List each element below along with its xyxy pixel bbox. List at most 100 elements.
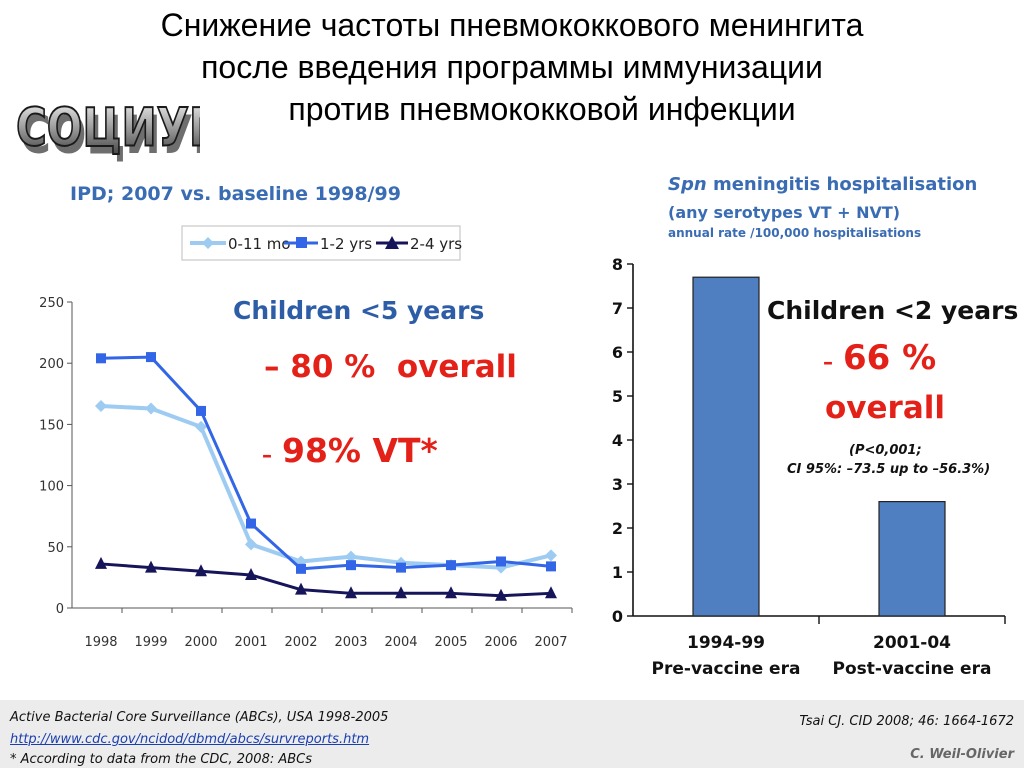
children-under-5-label: Children <5 years [233,296,484,325]
bar-x-labels: 1994-99 Pre-vaccine era 2001-04 Post-vaccin… [652,633,992,679]
legend-label-1-2yrs: 1-2 yrs [320,235,372,253]
spn-subheader-rate: annual rate /100,000 hospitalisations [668,226,922,240]
x-tick-label: 2007 [534,635,567,650]
series-0-11mo-point [245,538,257,551]
x-tick-label: 2000 [184,635,217,650]
vt-reduction-stat: 98% VT* [282,431,438,470]
footer-source: Active Bacterial Core Surveillance (ABCs… [10,710,389,725]
footer: Active Bacterial Core Surveillance (ABCs… [0,700,1024,768]
series-2-4yrs-point [145,560,157,573]
series-1-2yrs-point [196,405,206,416]
bar-stat-overall: overall [825,390,945,426]
logo-text: СОЦИУМ [16,98,200,159]
bar-y-tick-label: 2 [612,519,623,538]
x-tick-label: 1998 [84,635,117,650]
x-tick-label: 2002 [284,635,317,650]
series-0-11mo-point [295,555,307,568]
bar-category-label: 2001-04 [873,633,951,653]
x-tick-label: 2006 [484,635,517,650]
bar-y-tick-label: 1 [612,563,623,582]
spn-header-rest: meningitis hospitalisation [706,174,978,195]
series-1-2yrs-point [396,562,406,573]
series-2-4yrs-point [445,586,457,599]
title-line-3: против пневмококковой инфекции [288,91,796,127]
series-2-4yrs-point [545,586,557,599]
footer-author: C. Weil-Olivier [910,747,1014,762]
series-1-2yrs-point [296,563,306,574]
legend-item-2-4yrs: 2-4 yrs [376,235,462,253]
bar-era-label: Post-vaccine era [833,659,992,679]
bar-category-label: 1994-99 [687,633,765,653]
bar-1994-99 [692,276,760,617]
title-line-2: после введения программы иммунизации [201,49,823,85]
series-0-11mo-point [195,420,207,433]
children-under-2-label: Children <2 years [767,296,1018,325]
series-1-2yrs-line [100,355,552,571]
legend-item-1-2yrs: 1-2 yrs [284,235,372,253]
y-tick-label: 150 [39,418,64,433]
series-1-2yrs-point [146,352,156,363]
bar-y-tick-label: 6 [612,343,623,362]
series-0-11mo-point [95,400,107,413]
slide-title: Снижение частоты пневмококкового менинги… [0,4,1024,130]
y-tick-label: 100 [39,480,64,495]
bar-2001-04 [878,501,946,617]
x-tick-label: 2001 [234,635,267,650]
series-0-11mo-point [145,402,157,415]
series-2-4yrs-point [245,567,257,580]
bar-y-tick-label: 7 [612,299,623,318]
bars [692,276,946,617]
bar-stat-percent: 66 % [843,338,936,378]
series-lines [95,352,557,601]
series-1-2yrs-point [246,518,256,529]
series-2-4yrs-point [95,556,107,569]
socium-logo: СОЦИУМ СОЦИУМ [15,97,200,164]
series-1-2yrs-point [546,561,556,572]
series-1-2yrs-point [96,353,106,364]
series-2-4yrs-point [395,586,407,599]
spn-subheader: (any serotypes VT + NVT) [668,203,901,222]
x-tick-label: 1999 [134,635,167,650]
series-2-4yrs-line [100,562,552,598]
bar-y-tick-label: 4 [612,431,623,450]
y-tick-label: 0 [56,602,64,617]
vt-dash: – [262,443,272,467]
bar-stat-dash: – [823,350,833,374]
series-2-4yrs-point [495,588,507,601]
bar-y-tick-label: 3 [612,475,623,494]
y-tick-label: 200 [39,357,64,372]
series-1-2yrs-point [346,560,356,571]
series-2-4yrs-point [195,564,207,577]
x-tick-label: 2003 [334,635,367,650]
legend-label-0-11mo: 0-11 mo [228,235,291,253]
y-tick-label: 250 [39,296,64,311]
x-tick-label: 2005 [434,635,467,650]
p-value: (P<0,001; [849,443,922,458]
bar-y-tick-label: 5 [612,387,623,406]
spn-header: Spn meningitis hospitalisation [668,174,977,195]
ipd-line-chart: 0-11 mo 1-2 yrs 2-4 yrs 050100150200250 … [39,225,573,650]
series-0-11mo-line [100,404,552,570]
series-2-4yrs-point [295,582,307,595]
confidence-interval: CI 95%: –73.5 up to –56.3%) [787,462,990,477]
series-0-11mo-point [545,549,557,562]
bar-y-tick-label: 8 [612,255,623,274]
legend-label-2-4yrs: 2-4 yrs [410,235,462,253]
x-ticks: 1998 1999 2000 2001 2002 2003 2004 2005 2006 2007 [84,608,573,650]
logo-shadow: СОЦИУМ [20,106,200,164]
series-2-4yrs-point [345,586,357,599]
series-1-2yrs-point [446,560,456,571]
y-ticks: 0 50 100 150 200 250 [39,296,72,617]
bar-y-tick-label: 0 [612,607,623,626]
meningitis-bar-chart: 0 1 2 3 4 5 6 7 8 1994-99 Pre-vaccine era 2001-04 P… [612,255,1018,679]
footer-note: * According to data from the CDC, 2008: … [10,752,313,767]
title-line-1: Снижение частоты пневмококкового менинги… [160,7,864,43]
ipd-header: IPD; 2007 vs. baseline 1998/99 [70,183,401,205]
y-tick-label: 50 [47,541,64,556]
spn-header-italic: Spn [668,174,707,195]
overall-reduction-stat: – 80 % overall [264,349,517,385]
footer-link[interactable]: http://www.cdc.gov/ncidod/dbmd/abcs/surv… [10,732,370,747]
footer-citation: Tsai CJ. CID 2008; 46: 1664-1672 [799,714,1014,729]
bar-era-label: Pre-vaccine era [652,659,801,679]
legend-item-0-11mo: 0-11 mo [190,235,291,253]
